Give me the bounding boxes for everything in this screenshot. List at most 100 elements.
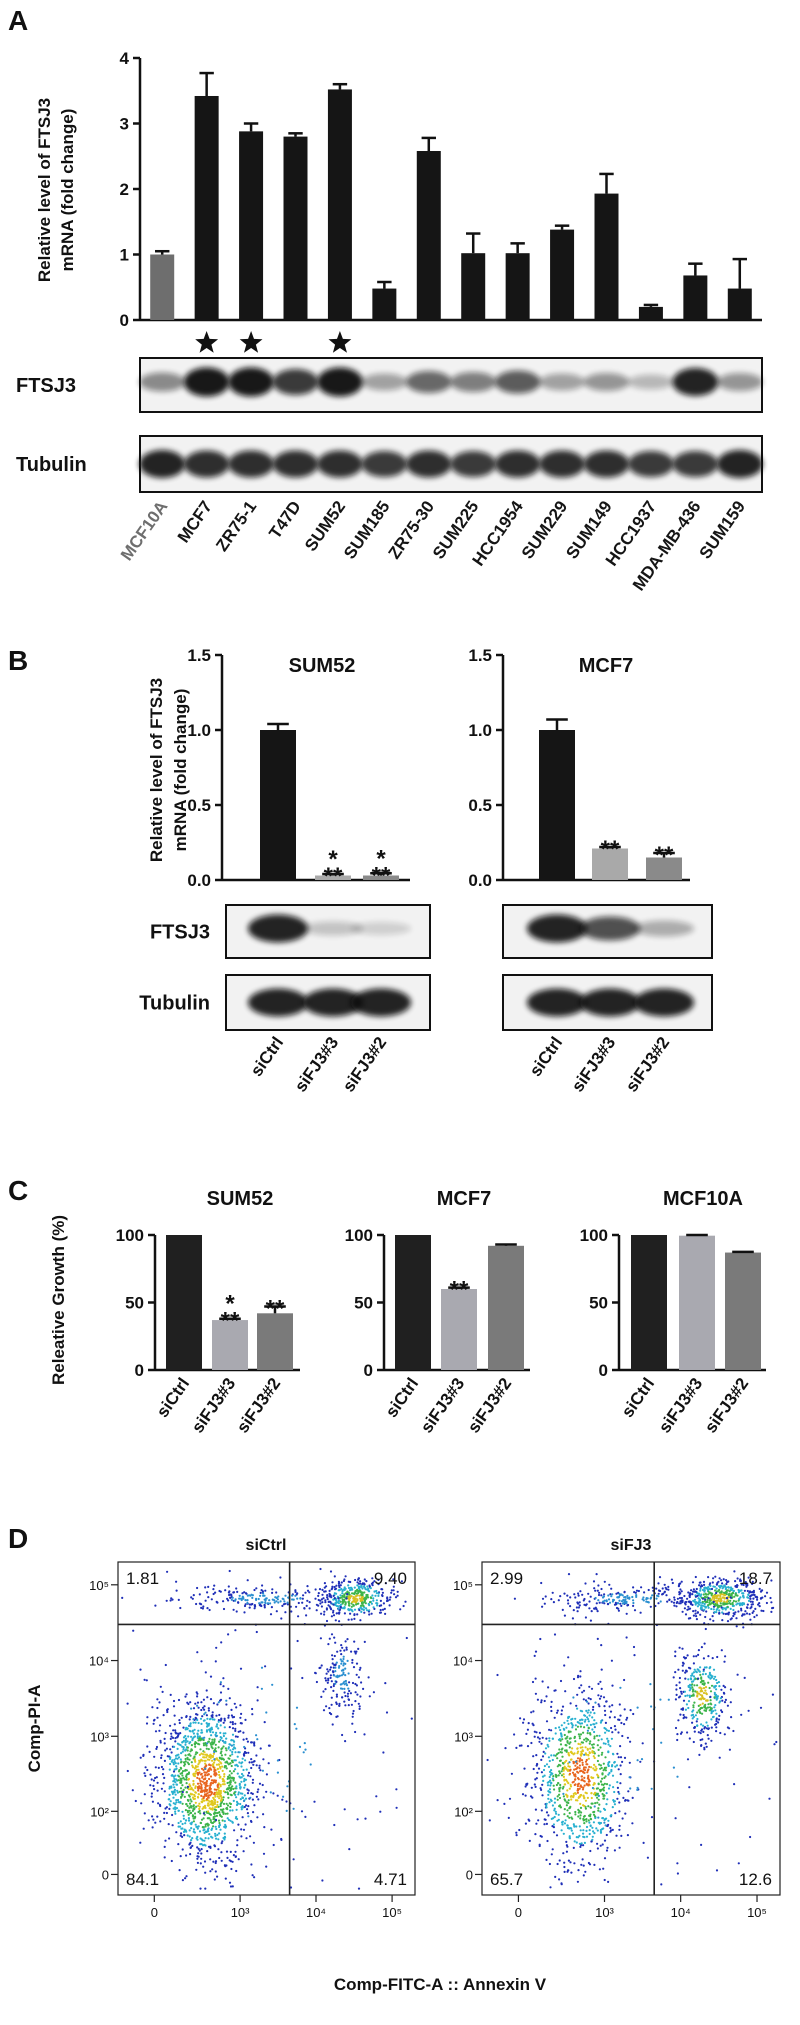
- event-dot: [384, 1613, 386, 1615]
- event-dot: [641, 1758, 643, 1760]
- event-dot: [698, 1649, 700, 1651]
- event-dot: [580, 1829, 582, 1831]
- event-dot: [327, 1598, 329, 1600]
- event-dot: [692, 1709, 694, 1711]
- event-dot: [618, 1801, 620, 1803]
- event-dot: [318, 1599, 320, 1601]
- event-dot: [639, 1761, 641, 1763]
- event-dot: [615, 1593, 617, 1595]
- event-dot: [151, 1792, 153, 1794]
- y-tick-label: 0: [120, 311, 129, 330]
- event-dot: [733, 1600, 735, 1602]
- event-dot: [368, 1676, 370, 1678]
- event-dot: [592, 1836, 594, 1838]
- event-dot: [183, 1746, 185, 1748]
- event-dot: [231, 1772, 233, 1774]
- event-dot: [558, 1599, 560, 1601]
- event-dot: [687, 1654, 689, 1656]
- event-dot: [355, 1595, 357, 1597]
- event-dot: [582, 1818, 584, 1820]
- event-dot: [216, 1791, 218, 1793]
- event-dot: [159, 1804, 161, 1806]
- event-dot: [227, 1804, 229, 1806]
- event-dot: [603, 1769, 605, 1771]
- event-dot: [566, 1795, 568, 1797]
- event-dot: [204, 1586, 206, 1588]
- y-tick-label: 10⁴: [89, 1654, 109, 1669]
- event-dot: [659, 1590, 661, 1592]
- event-dot: [579, 1723, 581, 1725]
- event-dot: [251, 1713, 253, 1715]
- event-dot: [527, 1729, 529, 1731]
- event-dot: [199, 1754, 201, 1756]
- event-dot: [208, 1833, 210, 1835]
- event-dot: [734, 1611, 736, 1613]
- event-dot: [379, 1605, 381, 1607]
- event-dot: [242, 1769, 244, 1771]
- event-dot: [693, 1671, 695, 1673]
- event-dot: [585, 1616, 587, 1618]
- event-dot: [358, 1703, 360, 1705]
- event-dot: [234, 1723, 236, 1725]
- event-dot: [705, 1700, 707, 1702]
- event-dot: [585, 1792, 587, 1794]
- event-dot: [724, 1733, 726, 1735]
- event-dot: [607, 1824, 609, 1826]
- event-dot: [275, 1600, 277, 1602]
- event-dot: [725, 1579, 727, 1581]
- event-dot: [562, 1706, 564, 1708]
- event-dot: [771, 1607, 773, 1609]
- event-dot: [233, 1744, 235, 1746]
- event-dot: [603, 1808, 605, 1810]
- event-dot: [723, 1692, 725, 1694]
- event-dot: [699, 1588, 701, 1590]
- event-dot: [127, 1770, 129, 1772]
- event-dot: [713, 1608, 715, 1610]
- event-dot: [214, 1808, 216, 1810]
- event-dot: [732, 1730, 734, 1732]
- event-dot: [562, 1852, 564, 1854]
- event-dot: [590, 1711, 592, 1713]
- event-dot: [645, 1601, 647, 1603]
- event-dot: [667, 1589, 669, 1591]
- event-dot: [579, 1788, 581, 1790]
- event-dot: [586, 1771, 588, 1773]
- event-dot: [609, 1705, 611, 1707]
- event-dot: [194, 1743, 196, 1745]
- event-dot: [607, 1820, 609, 1822]
- event-dot: [240, 1762, 242, 1764]
- bar: [539, 730, 575, 880]
- event-dot: [210, 1783, 212, 1785]
- event-dot: [162, 1773, 164, 1775]
- event-dot: [335, 1599, 337, 1601]
- event-dot: [199, 1888, 201, 1890]
- event-dot: [286, 1810, 288, 1812]
- y-axis-label: Relative level of FTSJ3: [35, 98, 54, 282]
- event-dot: [205, 1760, 207, 1762]
- event-dot: [333, 1824, 335, 1826]
- event-dot: [691, 1686, 693, 1688]
- event-dot: [283, 1600, 285, 1602]
- event-dot: [714, 1586, 716, 1588]
- event-dot: [563, 1770, 565, 1772]
- event-dot: [679, 1647, 681, 1649]
- event-dot: [606, 1792, 608, 1794]
- event-dot: [316, 1604, 318, 1606]
- event-dot: [733, 1596, 735, 1598]
- event-dot: [229, 1755, 231, 1757]
- event-dot: [212, 1747, 214, 1749]
- event-dot: [339, 1589, 341, 1591]
- event-dot: [352, 1713, 354, 1715]
- event-dot: [673, 1596, 675, 1598]
- event-dot: [662, 1587, 664, 1589]
- event-dot: [174, 1811, 176, 1813]
- event-dot: [535, 1678, 537, 1680]
- event-dot: [350, 1608, 352, 1610]
- event-dot: [592, 1709, 594, 1711]
- event-dot: [597, 1638, 599, 1640]
- event-dot: [346, 1638, 348, 1640]
- event-dot: [234, 1730, 236, 1732]
- event-dot: [177, 1748, 179, 1750]
- event-dot: [610, 1829, 612, 1831]
- event-dot: [352, 1716, 354, 1718]
